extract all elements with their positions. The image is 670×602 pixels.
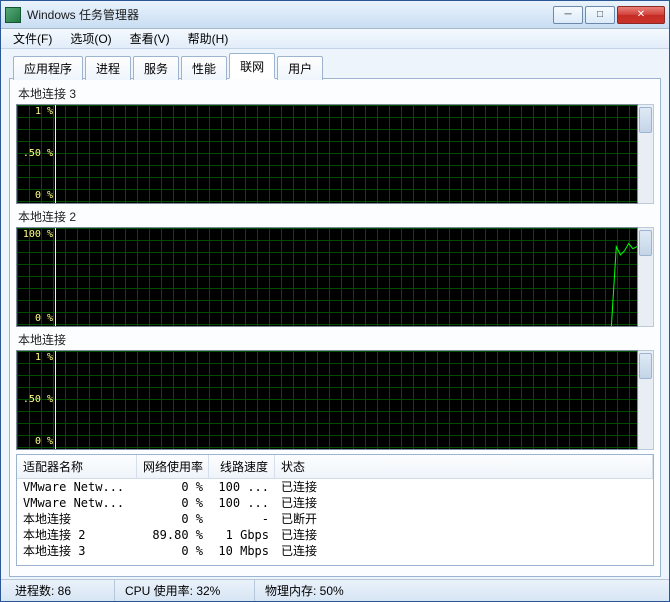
table-cell: 100 ... <box>209 495 275 511</box>
chart-wrap: 1 %.50 %0 % <box>16 104 654 204</box>
tab-networking: 本地连接 3 1 %.50 %0 % 本地连接 2 100 %0 % 本地连接 1 %.5… <box>9 78 661 577</box>
tab-3[interactable]: 性能 <box>181 56 227 80</box>
tab-1[interactable]: 进程 <box>85 56 131 80</box>
table-cell: 0 % <box>137 495 209 511</box>
charts-host: 本地连接 3 1 %.50 %0 % 本地连接 2 100 %0 % 本地连接 1 %.5… <box>16 85 654 450</box>
menu-file[interactable]: 文件(F) <box>5 28 60 49</box>
minimize-button[interactable]: ─ <box>553 6 583 24</box>
table-cell: 本地连接 2 <box>17 527 137 543</box>
col-adapter-name[interactable]: 适配器名称 <box>17 455 137 478</box>
task-manager-window: Windows 任务管理器 ─ □ ✕ 文件(F) 选项(O) 查看(V) 帮助… <box>0 0 670 602</box>
chart-panel-1: 本地连接 2 100 %0 % <box>16 208 654 327</box>
chart-axis-line <box>55 228 56 326</box>
menu-view[interactable]: 查看(V) <box>122 28 178 49</box>
table-cell: 本地连接 <box>17 511 137 527</box>
chart-panel-2: 本地连接 1 %.50 %0 % <box>16 331 654 450</box>
chart-scrollbar[interactable] <box>638 350 654 450</box>
table-cell: 0 % <box>137 543 209 559</box>
table-cell: 10 Mbps <box>209 543 275 559</box>
scrollbar-thumb[interactable] <box>639 230 652 256</box>
chart-wrap: 1 %.50 %0 % <box>16 350 654 450</box>
col-state[interactable]: 状态 <box>275 455 653 478</box>
chart-trace <box>17 351 637 450</box>
tab-2[interactable]: 服务 <box>133 56 179 80</box>
table-cell: 已连接 <box>275 543 653 559</box>
chart-axis-line <box>55 105 56 203</box>
scrollbar-thumb[interactable] <box>639 353 652 379</box>
scrollbar-thumb[interactable] <box>639 107 652 133</box>
chart-scrollbar[interactable] <box>638 227 654 327</box>
window-controls: ─ □ ✕ <box>553 6 665 24</box>
adapter-table: 适配器名称 网络使用率 线路速度 状态 VMware Netw...0 %100… <box>16 454 654 566</box>
tab-0[interactable]: 应用程序 <box>13 56 83 80</box>
chart-y-axis: 100 %0 % <box>17 228 57 326</box>
table-cell: 本地连接 3 <box>17 543 137 559</box>
maximize-button[interactable]: □ <box>585 6 615 24</box>
chart-axis-line <box>55 351 56 449</box>
table-cell: 0 % <box>137 511 209 527</box>
menu-help[interactable]: 帮助(H) <box>180 28 237 49</box>
table-cell: 已连接 <box>275 527 653 543</box>
chart-trace <box>17 105 637 204</box>
chart-y-axis: 1 %.50 %0 % <box>17 105 57 203</box>
menu-options[interactable]: 选项(O) <box>62 28 119 49</box>
network-chart: 1 %.50 %0 % <box>16 350 638 450</box>
table-row[interactable]: 本地连接 30 %10 Mbps已连接 <box>17 543 653 559</box>
col-link-speed[interactable]: 线路速度 <box>209 455 275 478</box>
table-row[interactable]: VMware Netw...0 %100 ...已连接 <box>17 495 653 511</box>
status-memory: 物理内存: 50% <box>255 580 354 601</box>
window-title: Windows 任务管理器 <box>27 6 553 23</box>
table-row[interactable]: VMware Netw...0 %100 ...已连接 <box>17 479 653 495</box>
tab-4[interactable]: 联网 <box>229 53 275 79</box>
menubar: 文件(F) 选项(O) 查看(V) 帮助(H) <box>1 29 669 49</box>
table-cell: 已断开 <box>275 511 653 527</box>
chart-title: 本地连接 2 <box>16 208 654 225</box>
table-cell: VMware Netw... <box>17 479 137 495</box>
status-cpu: CPU 使用率: 32% <box>115 580 255 601</box>
table-cell: VMware Netw... <box>17 495 137 511</box>
col-network-util[interactable]: 网络使用率 <box>137 455 209 478</box>
statusbar: 进程数: 86 CPU 使用率: 32% 物理内存: 50% <box>1 579 669 601</box>
chart-title: 本地连接 <box>16 331 654 348</box>
client-area: 应用程序进程服务性能联网用户 本地连接 3 1 %.50 %0 % 本地连接 2 10… <box>1 49 669 579</box>
table-row[interactable]: 本地连接0 %-已断开 <box>17 511 653 527</box>
chart-trace <box>17 228 637 327</box>
adapter-table-header: 适配器名称 网络使用率 线路速度 状态 <box>17 455 653 479</box>
table-row[interactable]: 本地连接 289.80 %1 Gbps已连接 <box>17 527 653 543</box>
titlebar[interactable]: Windows 任务管理器 ─ □ ✕ <box>1 1 669 29</box>
table-cell: 0 % <box>137 479 209 495</box>
tab-5[interactable]: 用户 <box>277 56 323 80</box>
table-cell: - <box>209 511 275 527</box>
task-manager-icon <box>5 7 21 23</box>
chart-scrollbar[interactable] <box>638 104 654 204</box>
table-cell: 已连接 <box>275 495 653 511</box>
network-chart: 100 %0 % <box>16 227 638 327</box>
adapter-table-body: VMware Netw...0 %100 ...已连接VMware Netw..… <box>17 479 653 565</box>
network-chart: 1 %.50 %0 % <box>16 104 638 204</box>
chart-title: 本地连接 3 <box>16 85 654 102</box>
table-cell: 1 Gbps <box>209 527 275 543</box>
table-cell: 100 ... <box>209 479 275 495</box>
table-cell: 89.80 % <box>137 527 209 543</box>
close-button[interactable]: ✕ <box>617 6 665 24</box>
tab-strip: 应用程序进程服务性能联网用户 <box>9 53 661 79</box>
status-processes: 进程数: 86 <box>5 580 115 601</box>
chart-y-axis: 1 %.50 %0 % <box>17 351 57 449</box>
chart-panel-0: 本地连接 3 1 %.50 %0 % <box>16 85 654 204</box>
table-cell: 已连接 <box>275 479 653 495</box>
chart-wrap: 100 %0 % <box>16 227 654 327</box>
